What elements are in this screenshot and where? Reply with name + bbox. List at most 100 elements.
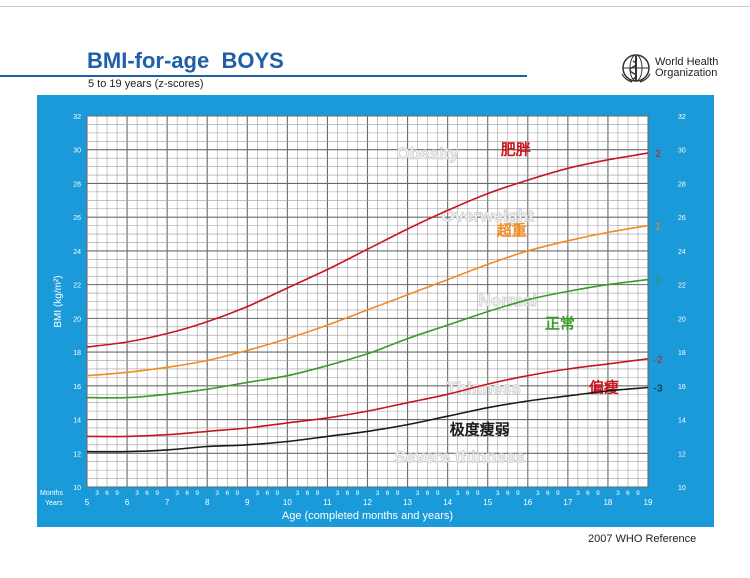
org-line-2: Organization [655, 67, 718, 79]
x-year-tick-label: 5 [85, 498, 90, 507]
top-divider [0, 6, 750, 7]
zone-watermark-label: Thinness [446, 379, 521, 398]
x-month-tick-label: 9 [636, 490, 640, 497]
y-tick-label-right: 14 [678, 418, 686, 425]
series-category-label: 正常 [545, 314, 575, 332]
series-category-label: 超重 [496, 222, 527, 240]
series-label-z-2: -2 [654, 355, 663, 366]
chart-subtitle: 5 to 19 years (z-scores) [88, 78, 204, 90]
series-line-z-3 [86, 386, 649, 453]
x-month-tick-label: 6 [105, 490, 109, 497]
series-category-label: 极度瘦弱 [450, 421, 510, 439]
y-tick-label-left: 30 [73, 148, 81, 155]
x-month-tick-label: 6 [426, 490, 430, 497]
y-tick-label-left: 22 [73, 283, 81, 290]
x-month-tick-label: 9 [276, 490, 280, 497]
x-month-tick-label: 6 [266, 490, 270, 497]
series-line-z1 [86, 224, 649, 377]
y-tick-label-right: 22 [678, 283, 686, 290]
x-month-tick-label: 3 [215, 490, 219, 497]
x-month-tick-label: 3 [95, 490, 99, 497]
x-year-tick-label: 9 [245, 498, 250, 507]
series-label-z-3: -3 [654, 384, 663, 395]
x-month-tick-label: 9 [195, 490, 199, 497]
y-tick-label-right: 24 [678, 249, 686, 256]
x-month-tick-label: 3 [296, 490, 300, 497]
x-year-tick-label: 18 [603, 498, 612, 507]
x-month-tick-label: 6 [626, 490, 630, 497]
y-tick-label-right: 26 [678, 215, 686, 222]
x-year-tick-label: 8 [205, 498, 210, 507]
x-month-tick-label: 3 [135, 490, 139, 497]
x-month-tick-label: 6 [145, 490, 149, 497]
x-year-tick-label: 12 [363, 498, 372, 507]
y-tick-label-left: 28 [73, 181, 81, 188]
org-line-1: World Health [655, 56, 719, 68]
x-month-tick-label: 6 [586, 490, 590, 497]
x-month-tick-label: 3 [416, 490, 420, 497]
y-tick-label-right: 12 [678, 451, 686, 458]
x-axis-label: Age (completed months and years) [282, 510, 453, 522]
y-tick-label-right: 32 [678, 114, 686, 121]
y-tick-label-left: 26 [73, 215, 81, 222]
x-month-tick-label: 6 [346, 490, 350, 497]
x-year-tick-label: 10 [283, 498, 292, 507]
y-tick-label-right: 16 [678, 384, 686, 391]
x-month-tick-label: 6 [225, 490, 229, 497]
series-label-z0: 0 [655, 276, 661, 287]
x-month-tick-label: 3 [336, 490, 340, 497]
x-month-tick-label: 3 [255, 490, 259, 497]
x-month-tick-label: 6 [306, 490, 310, 497]
x-month-tick-label: 3 [456, 490, 460, 497]
x-month-tick-label: 9 [356, 490, 360, 497]
y-tick-label-left: 32 [73, 114, 81, 121]
title-underline [0, 75, 527, 77]
x-month-tick-label: 3 [376, 490, 380, 497]
y-tick-label-right: 28 [678, 181, 686, 188]
x-month-tick-label: 3 [175, 490, 179, 497]
x-month-tick-label: 6 [185, 490, 189, 497]
series-line-z0 [86, 278, 649, 399]
x-year-tick-label: 19 [644, 498, 653, 507]
who-organization-label: World Health Organization [655, 57, 718, 79]
x-month-tick-label: 9 [556, 490, 560, 497]
series-label-z2: 2 [655, 149, 661, 160]
x-year-tick-label: 7 [165, 498, 170, 507]
who-emblem-icon [621, 54, 651, 83]
x-year-tick-label: 14 [443, 498, 452, 507]
chart-title: BMI-for-age BOYS [87, 48, 284, 73]
zone-watermark-label: Severe thinness [394, 448, 524, 467]
x-month-tick-label: 3 [616, 490, 620, 497]
x-year-tick-label: 13 [403, 498, 412, 507]
series-category-label: 偏瘦 [589, 379, 619, 397]
reference-note: 2007 WHO Reference [588, 533, 697, 545]
y-tick-label-left: 16 [73, 384, 81, 391]
series-category-label: 肥胖 [501, 141, 531, 159]
y-tick-label-left: 18 [73, 350, 81, 357]
x-month-tick-label: 9 [516, 490, 520, 497]
y-tick-label-right: 30 [678, 148, 686, 155]
x-row-label-months: Months [40, 490, 63, 497]
x-year-tick-label: 16 [523, 498, 532, 507]
y-axis-label: BMI (kg/m²) [53, 275, 64, 327]
y-tick-label-right: 10 [678, 485, 686, 492]
x-month-tick-label: 6 [466, 490, 470, 497]
y-tick-label-right: 18 [678, 350, 686, 357]
x-month-tick-label: 9 [316, 490, 320, 497]
x-month-tick-label: 3 [576, 490, 580, 497]
y-tick-label-left: 14 [73, 418, 81, 425]
x-month-tick-label: 6 [546, 490, 550, 497]
x-month-tick-label: 6 [506, 490, 510, 497]
x-row-label-years: Years [45, 500, 63, 507]
x-month-tick-label: 3 [496, 490, 500, 497]
x-month-tick-label: 3 [536, 490, 540, 497]
x-year-tick-label: 11 [323, 498, 332, 507]
x-month-tick-label: 9 [436, 490, 440, 497]
zone-watermark-label: Obesity [396, 144, 459, 163]
y-tick-label-left: 10 [73, 485, 81, 492]
zone-watermark-label: Overweight [441, 206, 534, 225]
x-month-tick-label: 9 [596, 490, 600, 497]
x-month-tick-label: 9 [115, 490, 119, 497]
x-year-tick-label: 15 [483, 498, 492, 507]
